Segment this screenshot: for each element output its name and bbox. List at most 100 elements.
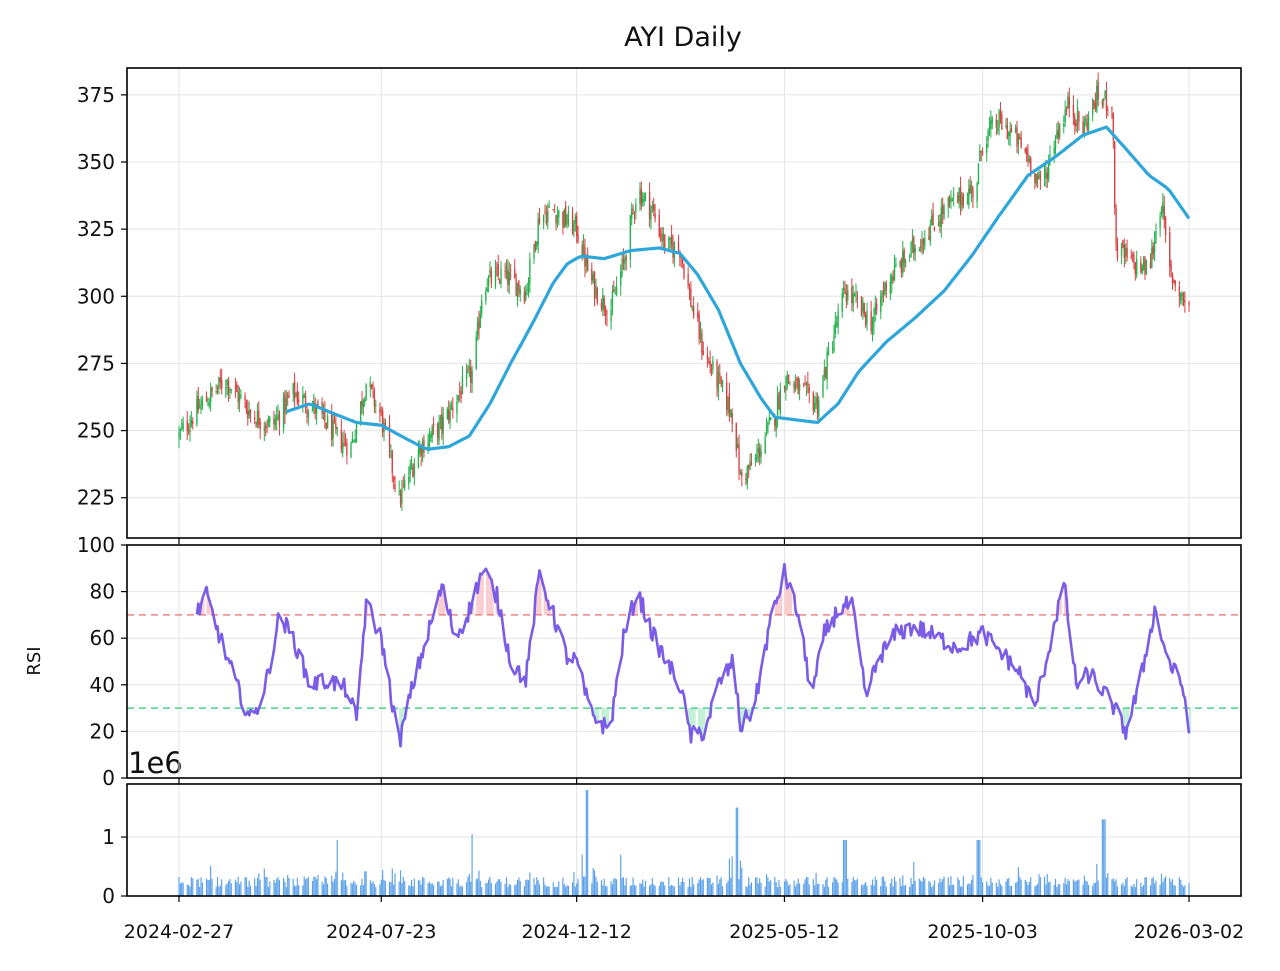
volume-bar — [748, 877, 750, 896]
volume-bar — [669, 886, 671, 896]
candle — [471, 370, 473, 384]
candle — [903, 249, 905, 264]
candle — [928, 236, 930, 240]
volume-bar — [211, 878, 213, 896]
candle — [509, 269, 512, 271]
candle — [633, 213, 636, 215]
candle — [921, 240, 923, 251]
candle — [624, 258, 626, 264]
candle — [467, 369, 469, 371]
volume-bar — [1056, 886, 1058, 896]
volume-bar — [441, 885, 443, 896]
candle — [1036, 175, 1039, 180]
volume-bar — [490, 882, 492, 896]
candle — [244, 395, 246, 402]
candle — [911, 239, 914, 244]
volume-bar — [922, 876, 925, 896]
volume-bar — [1085, 880, 1087, 896]
candle — [575, 215, 578, 237]
candle — [208, 402, 210, 407]
candle — [1162, 202, 1164, 213]
candle — [388, 424, 391, 448]
volume-bar — [1178, 877, 1180, 896]
candle — [768, 417, 770, 421]
volume-bar — [613, 878, 615, 896]
candle — [1120, 243, 1123, 256]
candle — [227, 381, 230, 394]
volume-bar — [633, 885, 636, 896]
volume-bar — [552, 882, 554, 896]
candle — [566, 223, 568, 225]
candle — [808, 386, 810, 394]
candle — [648, 192, 651, 219]
volume-bar — [571, 882, 574, 896]
candle — [432, 423, 435, 426]
volume-bar — [650, 884, 652, 896]
volume-bar — [854, 880, 856, 896]
candle — [293, 380, 296, 400]
candle — [508, 271, 510, 286]
candle — [456, 401, 458, 414]
volume-bar — [891, 878, 893, 896]
volume-bar — [295, 886, 297, 896]
candle — [485, 291, 487, 301]
candle — [410, 466, 413, 469]
candle — [1001, 114, 1003, 130]
volume-bar — [614, 878, 616, 896]
volume-bar — [1163, 878, 1165, 896]
volume-bar — [799, 883, 801, 896]
candle — [836, 323, 838, 326]
volume-bar — [1152, 876, 1154, 896]
volume-bar — [818, 883, 820, 896]
volume-bar — [477, 878, 479, 896]
volume-bar — [709, 878, 711, 896]
candle — [860, 296, 863, 314]
candle — [555, 215, 557, 225]
volume-bar — [351, 883, 353, 896]
volume-bar — [1155, 880, 1157, 896]
volume-bar — [527, 880, 530, 896]
volume-bar — [706, 877, 708, 896]
volume-bar — [712, 882, 714, 896]
candle — [285, 398, 288, 410]
volume-bar — [431, 883, 433, 896]
volume-bar — [760, 882, 762, 896]
volume-bar — [391, 868, 393, 896]
candle — [225, 387, 227, 389]
candle — [884, 281, 886, 296]
candle — [529, 259, 531, 284]
candle — [871, 324, 874, 335]
candle — [419, 444, 421, 454]
volume-bar — [937, 883, 940, 896]
candle — [238, 393, 241, 403]
candle — [767, 422, 769, 428]
volume-bar — [296, 877, 298, 896]
candle — [863, 303, 865, 314]
candle — [1115, 207, 1117, 245]
volume-bar — [573, 872, 575, 896]
candle — [398, 490, 400, 492]
volume-bar — [844, 840, 846, 896]
candle — [892, 275, 894, 280]
volume-bar — [311, 880, 314, 896]
candle — [904, 260, 907, 267]
candle — [452, 407, 454, 411]
candle — [211, 386, 213, 392]
volume-bar — [335, 871, 337, 896]
volume-bar — [1037, 883, 1039, 896]
volume-bar — [1132, 886, 1134, 896]
candle — [490, 270, 493, 284]
candle — [604, 307, 607, 316]
volume-bar — [518, 877, 520, 896]
volume-bar — [305, 879, 307, 896]
volume-bar — [1094, 882, 1097, 896]
volume-bar — [962, 876, 964, 896]
volume-bar — [394, 873, 396, 896]
volume-bar — [534, 884, 536, 896]
candle — [853, 294, 856, 296]
volume-bar — [316, 879, 318, 896]
candle — [1112, 113, 1114, 140]
candle — [449, 405, 451, 423]
volume-bar — [603, 878, 605, 896]
candles — [178, 72, 1190, 511]
